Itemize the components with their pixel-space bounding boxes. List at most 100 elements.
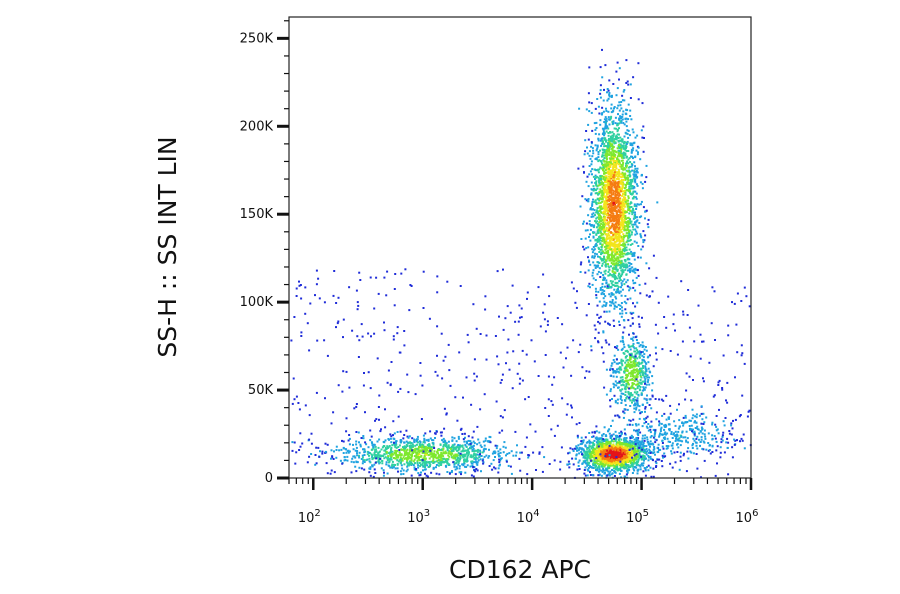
event-dot <box>419 443 421 446</box>
event-dot <box>630 464 633 467</box>
event-dot <box>438 455 441 458</box>
event-dot <box>615 443 618 446</box>
event-dot <box>452 449 455 452</box>
event-dot <box>423 445 426 448</box>
event-dot <box>440 460 443 463</box>
event-dot <box>418 453 421 456</box>
event-dot <box>641 316 643 319</box>
event-dot <box>625 162 627 165</box>
event-dot <box>418 462 421 464</box>
event-dot <box>580 436 583 439</box>
event-dot <box>394 464 396 466</box>
event-dot <box>639 158 642 161</box>
event-dot <box>603 134 606 137</box>
event-dot <box>438 459 441 461</box>
event-dot <box>609 462 612 465</box>
event-dot <box>627 443 629 446</box>
event-dot <box>610 255 613 258</box>
event-dot <box>414 444 417 447</box>
event-dot <box>608 195 611 198</box>
event-dot <box>465 458 468 461</box>
event-dot <box>604 116 607 119</box>
event-dot <box>417 449 420 452</box>
event-dot <box>638 203 641 206</box>
event-dot <box>301 442 304 445</box>
event-dot <box>623 220 626 223</box>
event-dot <box>602 225 605 228</box>
event-dot <box>605 222 608 225</box>
event-dot <box>439 459 442 462</box>
event-dot <box>624 144 627 147</box>
event-dot <box>602 169 604 172</box>
event-dot <box>472 475 475 478</box>
event-dot <box>612 178 615 181</box>
event-dot <box>580 451 583 453</box>
event-dot <box>595 181 598 184</box>
event-dot <box>458 447 461 450</box>
event-dot <box>617 199 620 202</box>
event-dot <box>606 230 609 232</box>
event-dot <box>601 154 604 157</box>
event-dot <box>632 197 635 200</box>
event-dot <box>594 450 597 453</box>
event-dot <box>629 455 632 457</box>
event-dot <box>620 284 623 287</box>
event-dot <box>627 158 630 161</box>
event-dot <box>622 227 625 230</box>
event-dot <box>457 463 460 466</box>
event-dot <box>444 464 447 467</box>
event-dot <box>628 134 631 137</box>
event-dot <box>494 467 497 470</box>
event-dot <box>607 429 610 432</box>
event-dot <box>618 320 620 323</box>
event-dot <box>386 445 389 448</box>
event-dot <box>620 302 623 304</box>
event-dot <box>458 465 461 468</box>
event-dot <box>626 446 629 449</box>
event-dot <box>596 304 599 307</box>
event-dot <box>624 247 626 249</box>
event-dot <box>656 458 659 461</box>
event-dot <box>464 453 467 456</box>
event-dot <box>617 208 620 211</box>
event-dot <box>369 461 372 464</box>
event-dot <box>632 460 635 463</box>
event-dot <box>601 291 604 294</box>
event-dot <box>627 83 630 86</box>
event-dot <box>399 456 402 459</box>
event-dot <box>611 469 613 471</box>
event-dot <box>587 466 590 469</box>
event-dot <box>380 455 382 458</box>
event-dot <box>631 223 634 226</box>
event-dot <box>616 155 619 158</box>
event-dot <box>634 281 637 284</box>
event-dot <box>595 121 598 124</box>
event-dot <box>661 465 664 468</box>
event-dot <box>374 451 377 454</box>
event-dot <box>621 168 624 171</box>
event-dot <box>420 471 422 474</box>
event-dot <box>624 259 627 261</box>
event-dot <box>616 61 619 64</box>
event-dot <box>454 457 457 460</box>
event-dot <box>611 275 614 278</box>
event-dot <box>634 165 636 168</box>
event-dot <box>612 244 615 247</box>
event-dot <box>603 449 606 452</box>
event-dot <box>624 475 626 478</box>
event-dot <box>626 132 629 135</box>
event-dot <box>618 153 621 156</box>
event-dot <box>632 451 635 454</box>
event-dot <box>401 459 404 462</box>
event-dot <box>644 217 646 220</box>
event-dot <box>575 453 578 456</box>
event-dot <box>291 449 294 452</box>
event-dot <box>597 171 600 174</box>
event-dot <box>601 236 604 239</box>
event-dot <box>653 451 656 454</box>
event-dot <box>381 446 384 449</box>
event-dot <box>629 209 632 212</box>
event-dot <box>601 264 604 267</box>
event-dot <box>623 264 626 267</box>
event-dot <box>619 146 622 149</box>
